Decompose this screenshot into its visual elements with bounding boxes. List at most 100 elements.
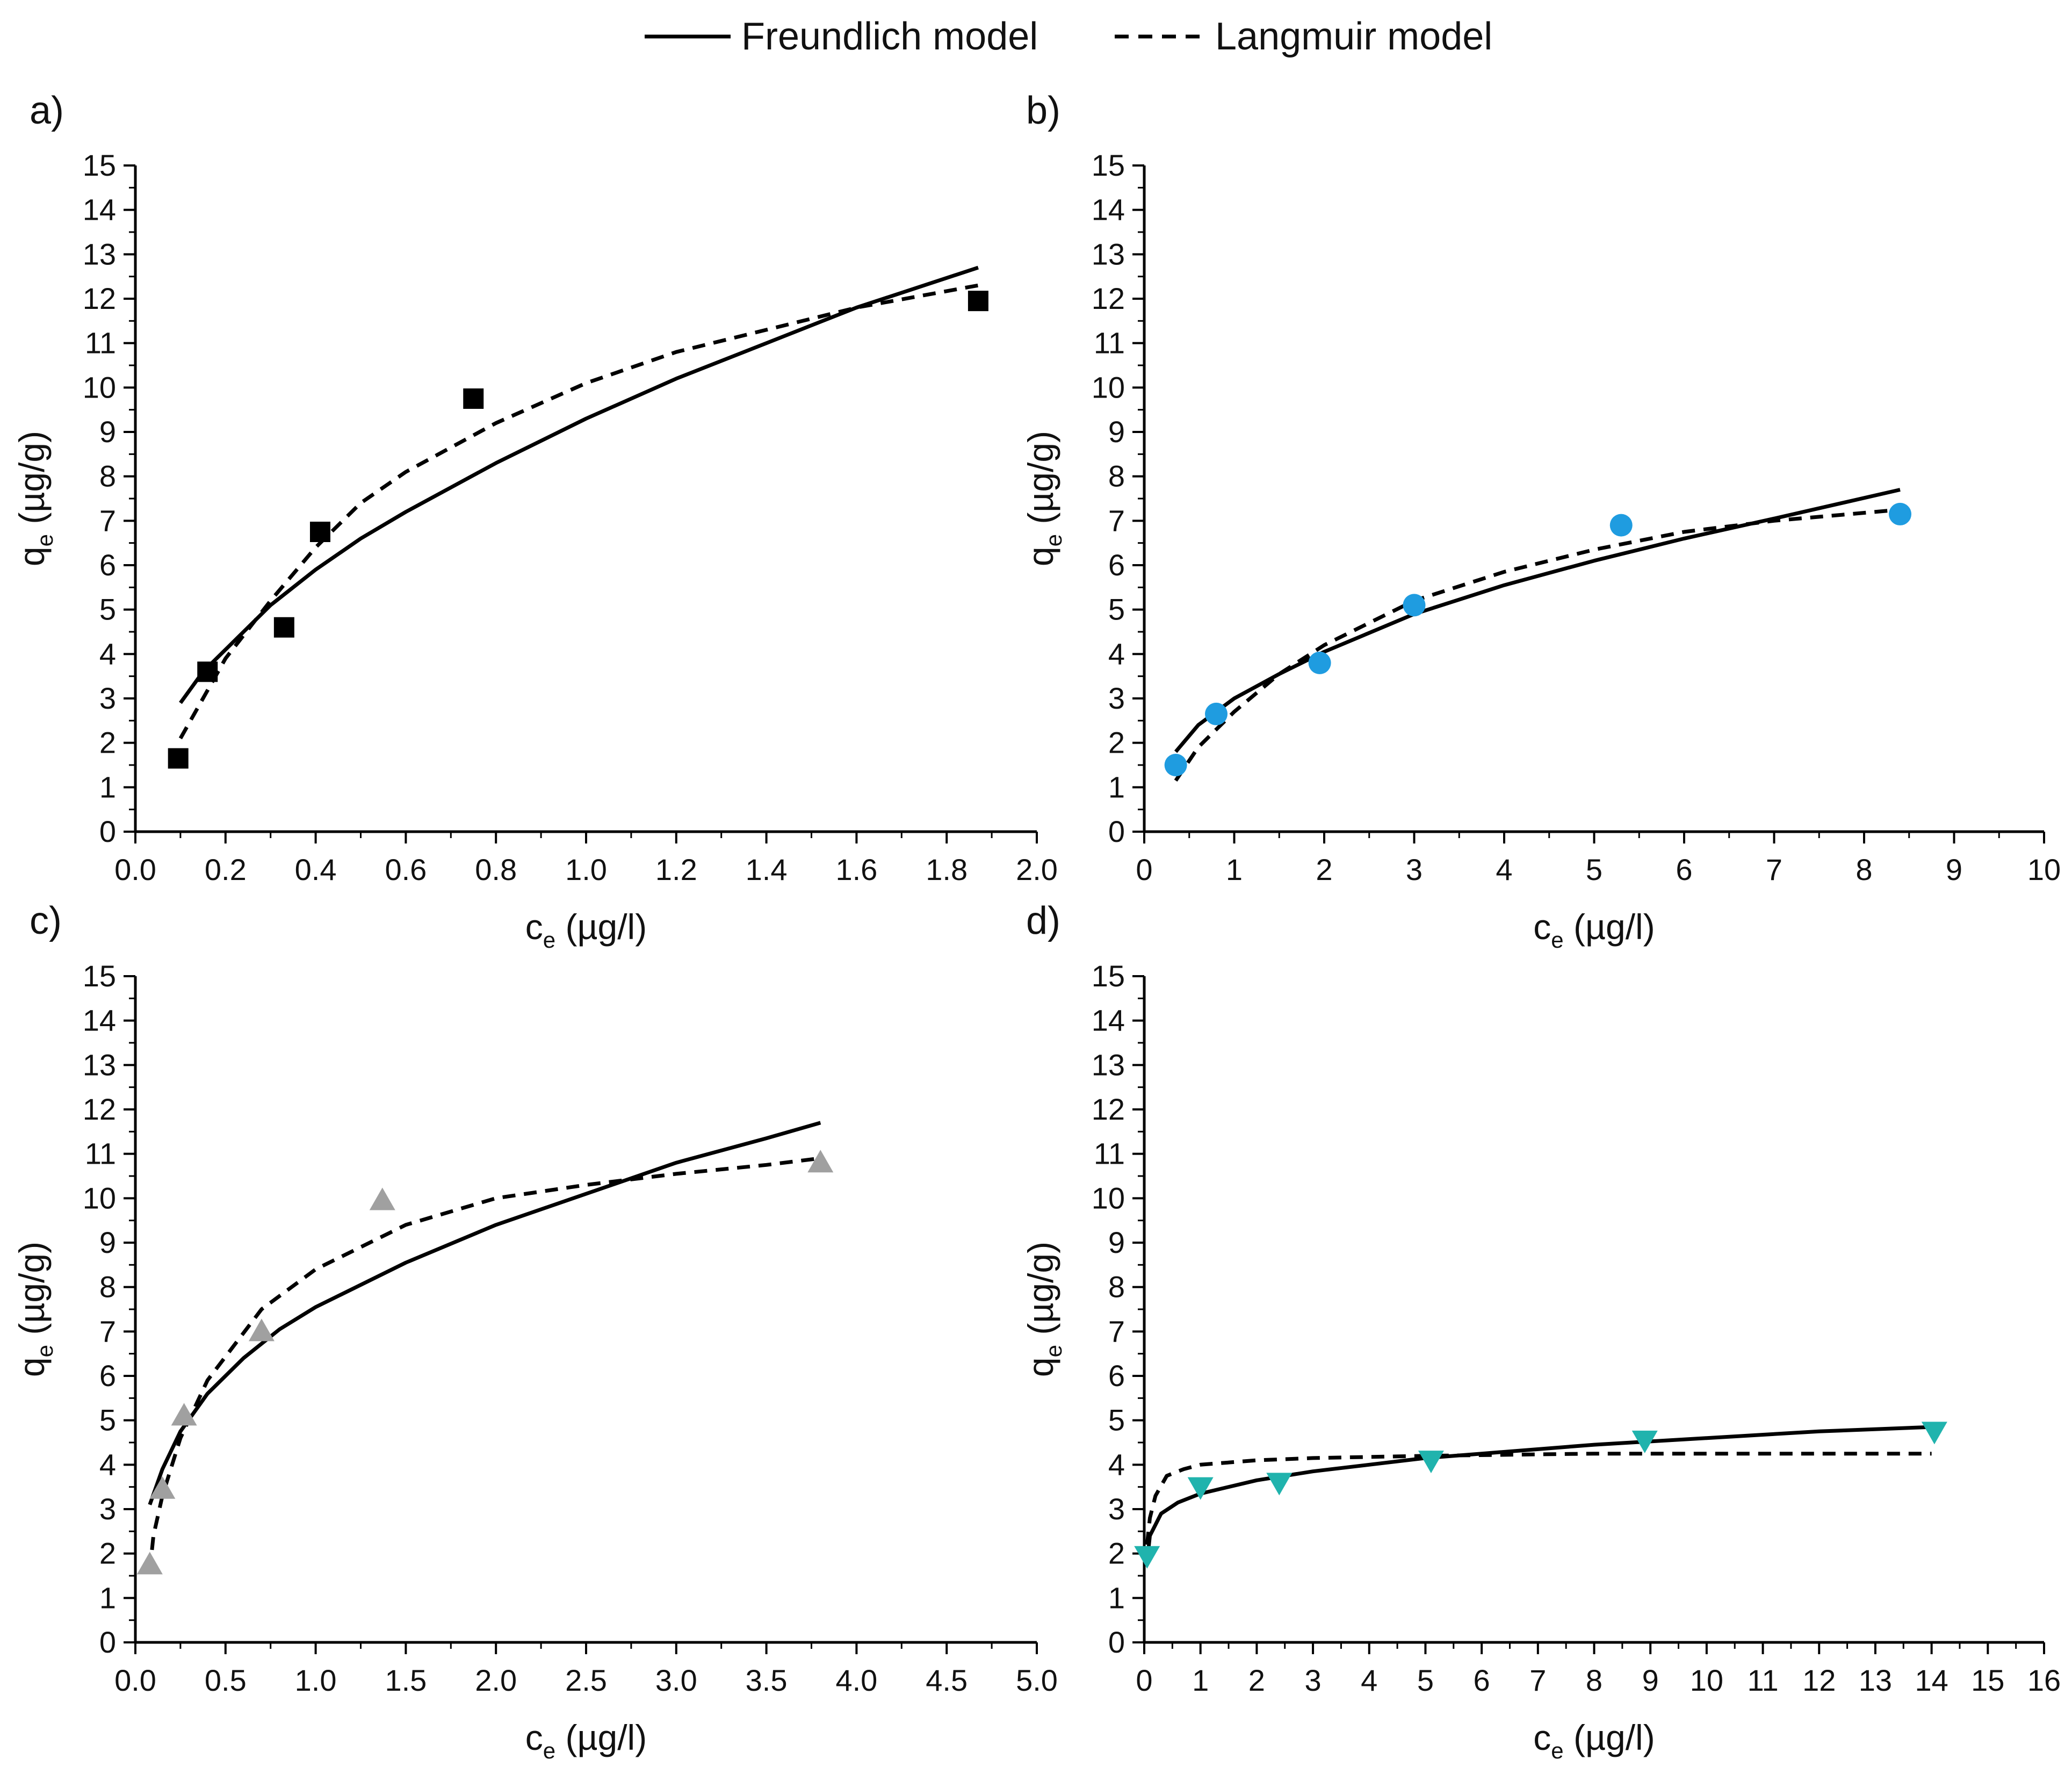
y-axis-title-main: q bbox=[12, 546, 52, 566]
x-tick-label: 4.0 bbox=[835, 1663, 877, 1697]
y-tick-label: 3 bbox=[99, 1492, 116, 1526]
y-tick-label: 15 bbox=[1092, 148, 1125, 182]
x-tick-label: 2 bbox=[1316, 853, 1332, 886]
x-tick-label: 7 bbox=[1766, 853, 1782, 886]
x-tick-label: 1.5 bbox=[385, 1663, 427, 1697]
y-tick-label: 3 bbox=[1108, 681, 1125, 715]
y-tick-label: 2 bbox=[99, 1537, 116, 1570]
x-tick-label: 3 bbox=[1304, 1663, 1321, 1697]
y-axis-title-sub: e bbox=[32, 1345, 57, 1357]
y-tick-label: 10 bbox=[1092, 1181, 1125, 1215]
data-point-triangle bbox=[369, 1187, 395, 1210]
y-tick-label: 2 bbox=[1108, 1537, 1125, 1570]
x-tick-label: 16 bbox=[2027, 1663, 2061, 1697]
x-tick-label: 1 bbox=[1192, 1663, 1209, 1697]
y-tick-label: 12 bbox=[83, 282, 116, 315]
x-tick-label: 5 bbox=[1417, 1663, 1434, 1697]
y-axis-title: qe (µg/g) bbox=[12, 1242, 57, 1377]
y-tick-label: 13 bbox=[1092, 1048, 1125, 1081]
x-axis-title-unit: (µg/l) bbox=[555, 1718, 647, 1757]
x-tick-label: 3.0 bbox=[655, 1663, 697, 1697]
y-axis-title: qe (µg/g) bbox=[1021, 1242, 1066, 1377]
y-tick-label: 14 bbox=[83, 1004, 116, 1037]
y-axis-title-sub: e bbox=[1041, 534, 1066, 546]
legend-freundlich-label: Freundlich model bbox=[741, 15, 1038, 58]
data-point-triangle bbox=[149, 1476, 176, 1499]
freundlich-curve bbox=[148, 1121, 821, 1505]
y-axis-title-unit: (µg/g) bbox=[12, 1242, 52, 1345]
data-point-circle bbox=[1164, 754, 1187, 776]
y-tick-label: 8 bbox=[1108, 1270, 1125, 1304]
langmuir-curve bbox=[1145, 1452, 1932, 1545]
y-axis-title-unit: (µg/g) bbox=[1021, 1242, 1060, 1345]
langmuir-curve bbox=[148, 1156, 821, 1572]
y-tick-label: 3 bbox=[99, 681, 116, 715]
y-tick-label: 12 bbox=[83, 1092, 116, 1126]
y-axis-title-main: q bbox=[12, 1357, 52, 1377]
data-point-triangle bbox=[807, 1150, 834, 1173]
y-tick-label: 8 bbox=[99, 1270, 116, 1304]
y-tick-label: 2 bbox=[1108, 726, 1125, 760]
y-tick-label: 5 bbox=[99, 593, 116, 626]
x-tick-label: 4 bbox=[1361, 1663, 1377, 1697]
y-tick-label: 11 bbox=[85, 1137, 116, 1171]
data-point-triangle-down bbox=[1134, 1546, 1160, 1569]
y-tick-label: 4 bbox=[99, 637, 116, 670]
x-tick-label: 11 bbox=[1747, 1663, 1778, 1697]
y-tick-label: 9 bbox=[1108, 415, 1125, 449]
y-tick-label: 5 bbox=[99, 1403, 116, 1437]
y-tick-label: 5 bbox=[1108, 1403, 1125, 1437]
y-tick-label: 10 bbox=[83, 1181, 116, 1215]
y-tick-label: 0 bbox=[99, 1625, 116, 1659]
x-tick-label: 7 bbox=[1529, 1663, 1546, 1697]
x-axis-title-main: c bbox=[1533, 907, 1551, 947]
data-point-triangle bbox=[171, 1403, 197, 1426]
x-tick-label: 0.8 bbox=[475, 853, 517, 886]
x-axis-title-main: c bbox=[525, 1718, 543, 1757]
y-tick-label: 15 bbox=[83, 148, 116, 182]
x-axis-title-unit: (µg/l) bbox=[1564, 1718, 1655, 1757]
x-tick-label: 13 bbox=[1859, 1663, 1892, 1697]
data-point-circle bbox=[1205, 702, 1228, 725]
legend: Freundlich model Langmuir model bbox=[645, 15, 1492, 58]
x-tick-label: 3.5 bbox=[746, 1663, 788, 1697]
x-tick-label: 1.8 bbox=[926, 853, 968, 886]
x-axis-title: ce (µg/l) bbox=[525, 907, 647, 953]
y-tick-label: 0 bbox=[99, 814, 116, 848]
data-point-square bbox=[463, 388, 484, 409]
x-tick-label: 9 bbox=[1946, 853, 1962, 886]
panel-label: c) bbox=[30, 899, 62, 942]
x-tick-label: 0.5 bbox=[205, 1663, 247, 1697]
y-axis-title: qe (µg/g) bbox=[12, 431, 57, 566]
x-axis-title-sub: e bbox=[543, 1738, 555, 1763]
y-axis-title-sub: e bbox=[1041, 1345, 1066, 1357]
y-tick-label: 1 bbox=[1108, 770, 1125, 804]
x-tick-label: 0.4 bbox=[295, 853, 337, 886]
data-point-circle bbox=[1609, 514, 1633, 537]
y-tick-label: 7 bbox=[1108, 503, 1125, 537]
x-tick-label: 1 bbox=[1226, 853, 1243, 886]
x-axis-title-unit: (µg/l) bbox=[555, 907, 647, 947]
y-tick-label: 2 bbox=[99, 726, 116, 760]
y-tick-label: 14 bbox=[1092, 1004, 1125, 1037]
y-tick-label: 7 bbox=[1108, 1314, 1125, 1348]
x-tick-label: 0.0 bbox=[114, 1663, 156, 1697]
data-point-square bbox=[197, 661, 218, 682]
y-tick-label: 10 bbox=[1092, 370, 1125, 404]
y-tick-label: 11 bbox=[1094, 1137, 1125, 1171]
y-tick-label: 6 bbox=[99, 548, 116, 582]
x-tick-label: 0.6 bbox=[385, 853, 427, 886]
y-tick-label: 11 bbox=[85, 326, 116, 360]
y-tick-label: 10 bbox=[83, 370, 116, 404]
data-point-triangle-down bbox=[1921, 1422, 1947, 1445]
y-tick-label: 11 bbox=[1094, 326, 1125, 360]
panel-label: a) bbox=[30, 89, 64, 132]
x-axis-title: ce (µg/l) bbox=[525, 1718, 647, 1763]
data-point-triangle-down bbox=[1266, 1473, 1293, 1496]
data-point-square bbox=[168, 748, 189, 769]
y-tick-label: 4 bbox=[1108, 1447, 1125, 1481]
x-tick-label: 4 bbox=[1496, 853, 1512, 886]
y-tick-label: 6 bbox=[99, 1359, 116, 1393]
